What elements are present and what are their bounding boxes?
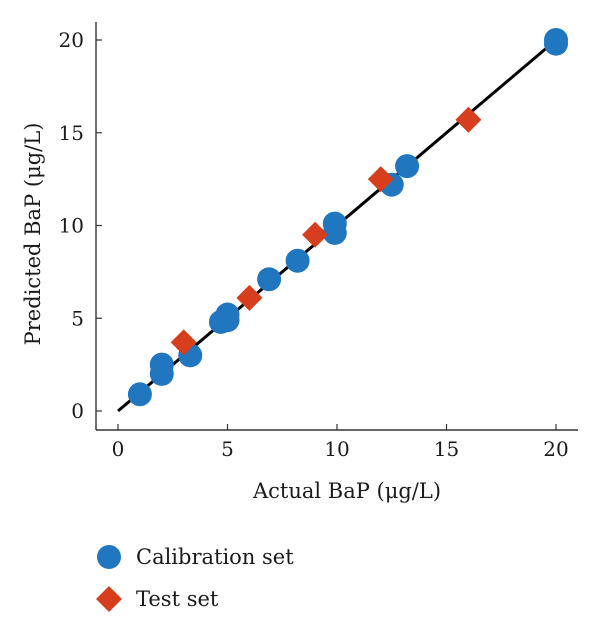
axes: 0 5 10 15 20 0 5 10 15 20 Actual BaP (μg/L) Predict… <box>21 22 578 503</box>
x-tick-label: 10 <box>324 437 349 461</box>
test-point <box>170 329 197 356</box>
calibration-point <box>257 267 282 292</box>
legend: Calibration set Test set <box>96 545 294 612</box>
x-tick-label: 0 <box>112 437 125 461</box>
x-tick-label: 15 <box>434 437 459 461</box>
y-tick-label: 10 <box>59 214 84 238</box>
calibration-point <box>322 211 347 236</box>
x-tick-label: 20 <box>543 437 568 461</box>
y-tick-label: 5 <box>71 306 84 330</box>
data-points <box>127 28 568 407</box>
legend-test-marker <box>96 586 122 612</box>
calibration-point <box>285 248 310 273</box>
test-point <box>302 221 329 248</box>
x-tick-label: 5 <box>221 437 234 461</box>
legend-label: Calibration set <box>136 545 294 569</box>
test-point <box>367 166 394 193</box>
y-axis-title: Predicted BaP (μg/L) <box>21 123 45 346</box>
y-tick-label: 20 <box>59 28 84 52</box>
test-point <box>455 106 482 133</box>
legend-label: Test set <box>136 587 219 611</box>
calibration-point <box>127 382 152 407</box>
calibration-point <box>215 302 240 327</box>
test-point <box>236 284 263 311</box>
calibration-point <box>149 352 174 377</box>
legend-calibration-marker <box>97 545 121 569</box>
y-tick-label: 15 <box>59 121 84 145</box>
calibration-point <box>395 154 420 179</box>
x-axis-title: Actual BaP (μg/L) <box>252 479 441 503</box>
y-tick-label: 0 <box>71 399 84 423</box>
calibration-point <box>544 28 568 52</box>
